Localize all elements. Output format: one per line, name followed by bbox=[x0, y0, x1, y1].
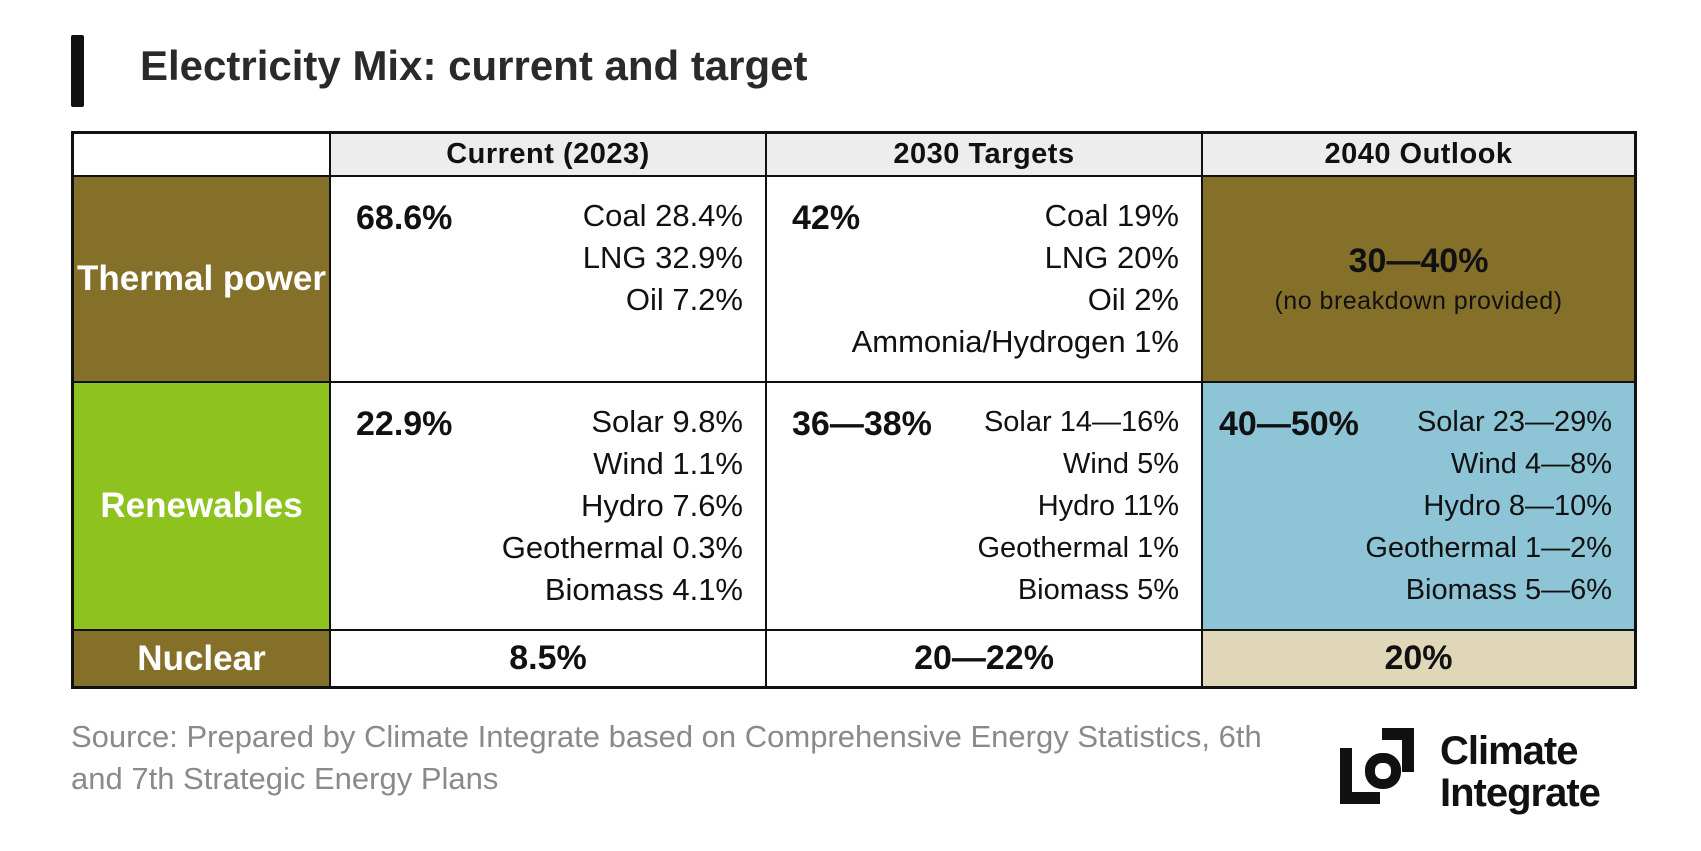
cell-item: Geothermal 1% bbox=[977, 532, 1180, 564]
cell: 36—38% Solar 14—16% Wind 5% Hydro 11% Geothe… bbox=[767, 383, 1201, 629]
cell-total: 68.6% bbox=[356, 199, 453, 237]
cell: 40—50% Solar 23—29% Wind 4—8% Hydro 8—10% Ge… bbox=[1203, 383, 1634, 629]
cell-item: Geothermal 0.3% bbox=[501, 530, 743, 565]
cell: 20% bbox=[1203, 631, 1634, 686]
cell-total: 40—50% bbox=[1219, 405, 1359, 443]
cell: 22.9% Solar 9.8% Wind 1.1% Hydro 7.6% Geothe… bbox=[331, 383, 765, 629]
corner-cell bbox=[74, 134, 329, 175]
cell-items: Coal 28.4% LNG 32.9% Oil 7.2% bbox=[583, 195, 743, 321]
logo-line: Integrate bbox=[1440, 771, 1601, 815]
cell-items: Solar 23—29% Wind 4—8% Hydro 8—10% Geotherm… bbox=[1365, 401, 1612, 611]
cell-item: Oil 2% bbox=[1087, 282, 1179, 317]
cell-total: 20% bbox=[1384, 639, 1453, 677]
cell-total: 20—22% bbox=[914, 639, 1054, 677]
row-label: Renewables bbox=[74, 383, 329, 629]
cell-item: Biomass 5% bbox=[1017, 574, 1179, 606]
cell-total: 36—38% bbox=[792, 405, 932, 443]
cell-items: Solar 14—16% Wind 5% Hydro 11% Geothermal 1… bbox=[978, 401, 1180, 611]
cell: 42% Coal 19% LNG 20% Oil 2% Ammonia/Hydrogen… bbox=[767, 177, 1201, 381]
cell-items: Coal 19% LNG 20% Oil 2% Ammonia/Hydrogen 1% bbox=[852, 195, 1179, 363]
title: Electricity Mix: current and target bbox=[140, 42, 808, 89]
cell-item: Wind 5% bbox=[1062, 448, 1179, 480]
cell: 20—22% bbox=[767, 631, 1201, 686]
column-header: 2040 Outlook bbox=[1203, 134, 1634, 175]
source: Source: Prepared by Climate Integrate ba… bbox=[71, 719, 1262, 796]
column-header: Current (2023) bbox=[331, 134, 765, 175]
cell-total: 8.5% bbox=[509, 639, 587, 677]
cell-total: 22.9% bbox=[356, 405, 453, 443]
cell-item: Solar 14—16% bbox=[983, 406, 1179, 438]
title-bar bbox=[71, 35, 84, 107]
cell-item: Hydro 11% bbox=[1037, 490, 1179, 522]
cell-item: Oil 7.2% bbox=[625, 282, 743, 317]
cell-note: (no breakdown provided) bbox=[1274, 287, 1563, 315]
cell-total: 30—40% bbox=[1348, 242, 1489, 280]
cell: 68.6% Coal 28.4% LNG 32.9% Oil 7.2% bbox=[331, 177, 765, 381]
cell-item: LNG 32.9% bbox=[582, 240, 743, 275]
cell-items: Solar 9.8% Wind 1.1% Hydro 7.6% Geothermal … bbox=[502, 401, 743, 611]
cell-item: Ammonia/Hydrogen 1% bbox=[851, 324, 1179, 359]
cell-item: Hydro 8—10% bbox=[1423, 490, 1612, 522]
row-label: Nuclear bbox=[74, 631, 329, 686]
logo-line: Climate bbox=[1440, 729, 1578, 773]
cell-item: Hydro 7.6% bbox=[581, 488, 743, 523]
cell-item: Wind 1.1% bbox=[593, 446, 743, 481]
cell: 30—40% (no breakdown provided) bbox=[1203, 177, 1634, 381]
table: Current (2023) 2030 Targets 2040 Outlook Th… bbox=[71, 131, 1637, 689]
cell-item: LNG 20% bbox=[1044, 240, 1179, 275]
cell-item: Coal 19% bbox=[1044, 198, 1179, 233]
cell-item: Solar 9.8% bbox=[591, 404, 743, 439]
logo-text: Climate Integrate bbox=[1440, 729, 1601, 815]
row-label: Thermal power bbox=[74, 177, 329, 381]
cell-item: Wind 4—8% bbox=[1450, 448, 1612, 480]
cell: 8.5% bbox=[331, 631, 765, 686]
cell-item: Geothermal 1—2% bbox=[1365, 532, 1612, 564]
cell-item: Solar 23—29% bbox=[1416, 406, 1612, 438]
logo-mark bbox=[1340, 728, 1414, 804]
column-header: 2030 Targets bbox=[767, 134, 1201, 175]
cell-total: 42% bbox=[792, 199, 861, 237]
cell-item: Biomass 5—6% bbox=[1405, 574, 1612, 606]
cell-item: Biomass 4.1% bbox=[544, 572, 743, 607]
cell-item: Coal 28.4% bbox=[582, 198, 743, 233]
